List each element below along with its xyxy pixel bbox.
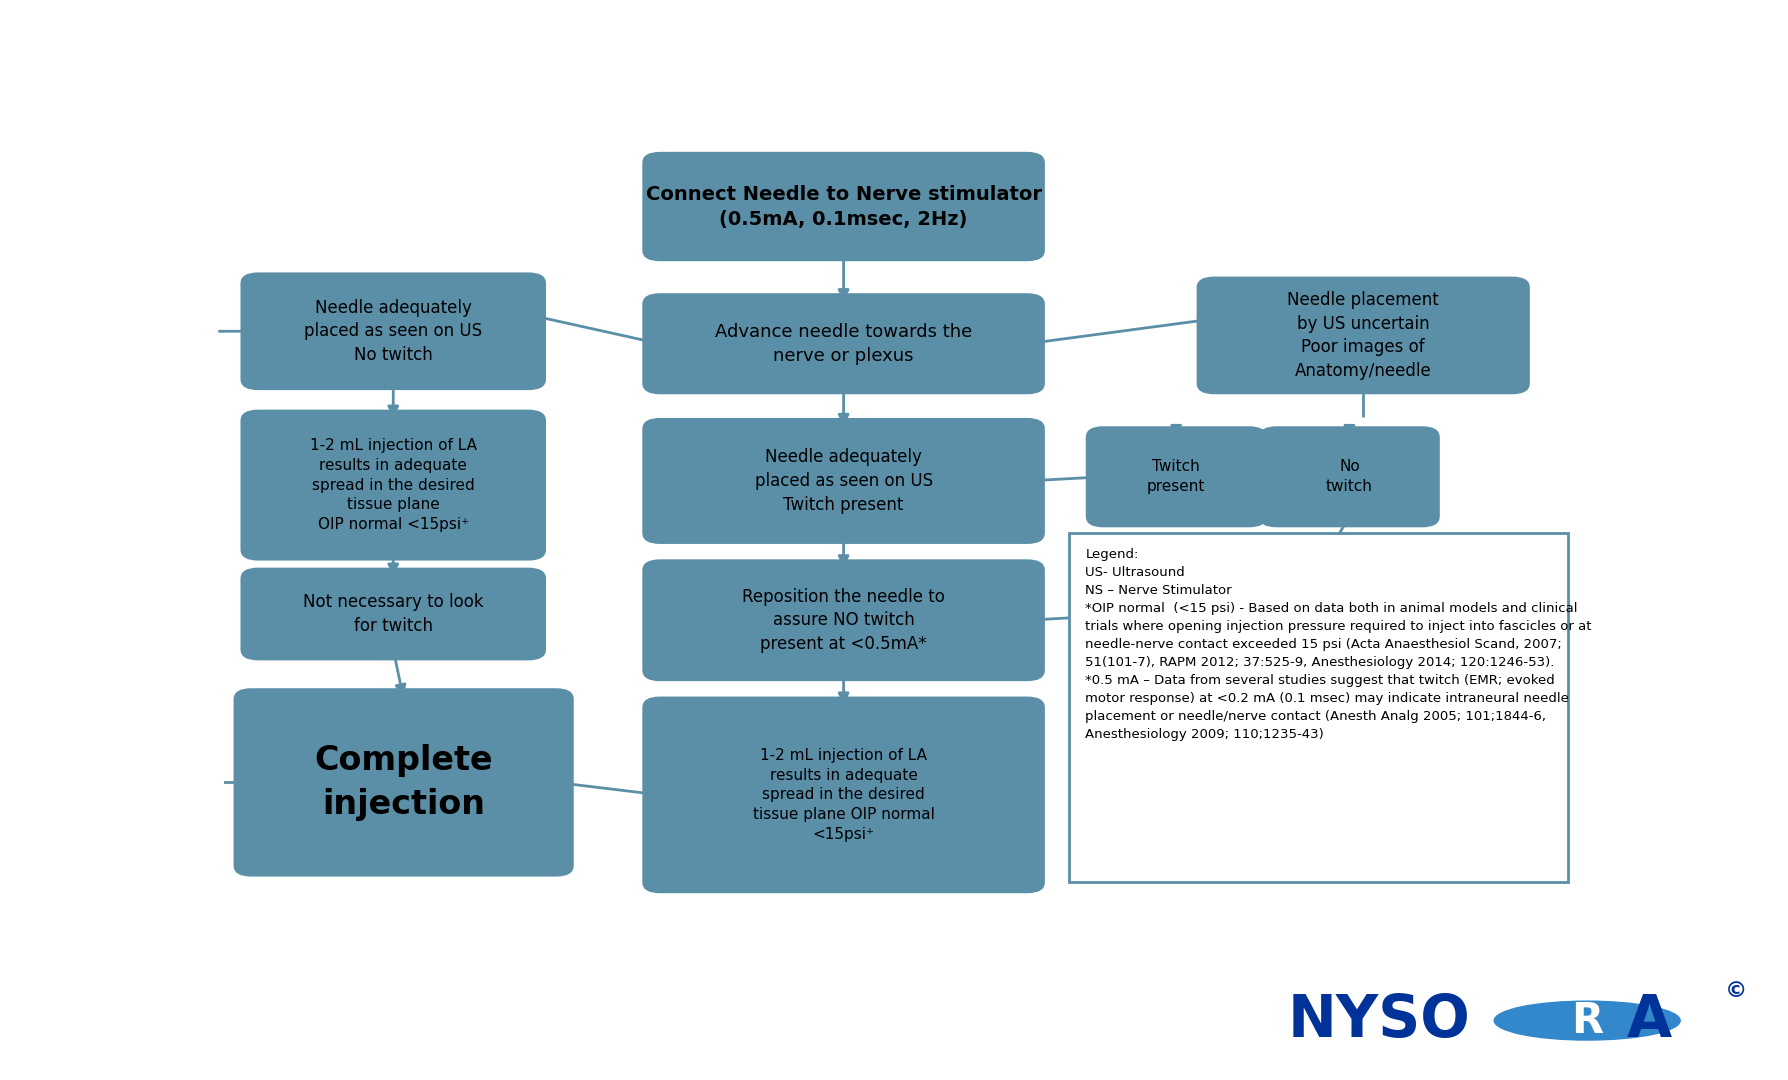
FancyBboxPatch shape — [1121, 548, 1529, 680]
Text: Needle placement
by US uncertain
Poor images of
Anatomy/needle: Needle placement by US uncertain Poor im… — [1287, 291, 1439, 380]
FancyBboxPatch shape — [241, 410, 545, 559]
Text: No
twitch: No twitch — [1327, 459, 1373, 495]
Text: Not necessary to look
for twitch: Not necessary to look for twitch — [302, 593, 483, 635]
FancyBboxPatch shape — [644, 561, 1044, 680]
FancyBboxPatch shape — [1087, 428, 1266, 526]
FancyBboxPatch shape — [234, 689, 572, 876]
Text: Connect Needle to Nerve stimulator
(0.5mA, 0.1msec, 2Hz): Connect Needle to Nerve stimulator (0.5m… — [645, 185, 1042, 229]
Text: Legend:
US- Ultrasound
NS – Nerve Stimulator
*OIP normal  (<15 psi) - Based on d: Legend: US- Ultrasound NS – Nerve Stimul… — [1085, 548, 1591, 741]
Text: Twitch
present: Twitch present — [1146, 459, 1205, 495]
Text: Needle adequately
placed as seen on US
Twitch present: Needle adequately placed as seen on US T… — [755, 448, 933, 514]
Circle shape — [1495, 1001, 1681, 1040]
Text: R: R — [1572, 1000, 1604, 1041]
FancyBboxPatch shape — [1069, 532, 1568, 882]
Text: 1-2 mL injection of LA
results in adequate
spread in the desired
tissue plane
OI: 1-2 mL injection of LA results in adequa… — [309, 438, 477, 532]
Text: Needle adequately
placed as seen on US
No twitch: Needle adequately placed as seen on US N… — [304, 299, 483, 364]
Text: Increase current to
1.5mA
Adjust needle
placement by US: Increase current to 1.5mA Adjust needle … — [1246, 569, 1404, 659]
FancyBboxPatch shape — [644, 698, 1044, 892]
Text: ©: © — [1725, 982, 1747, 1001]
Text: Complete
injection: Complete injection — [315, 744, 493, 821]
FancyBboxPatch shape — [241, 273, 545, 389]
FancyBboxPatch shape — [1261, 428, 1439, 526]
Text: A: A — [1627, 993, 1672, 1049]
Text: NYSO: NYSO — [1287, 993, 1470, 1049]
FancyBboxPatch shape — [644, 153, 1044, 260]
Text: Reposition the needle to
assure NO twitch
present at <0.5mA*: Reposition the needle to assure NO twitc… — [742, 588, 946, 652]
FancyBboxPatch shape — [644, 294, 1044, 393]
Text: 1-2 mL injection of LA
results in adequate
spread in the desired
tissue plane OI: 1-2 mL injection of LA results in adequa… — [753, 747, 935, 842]
FancyBboxPatch shape — [1198, 278, 1529, 393]
Text: Advance needle towards the
nerve or plexus: Advance needle towards the nerve or plex… — [715, 323, 973, 365]
FancyBboxPatch shape — [644, 419, 1044, 543]
FancyBboxPatch shape — [241, 569, 545, 659]
